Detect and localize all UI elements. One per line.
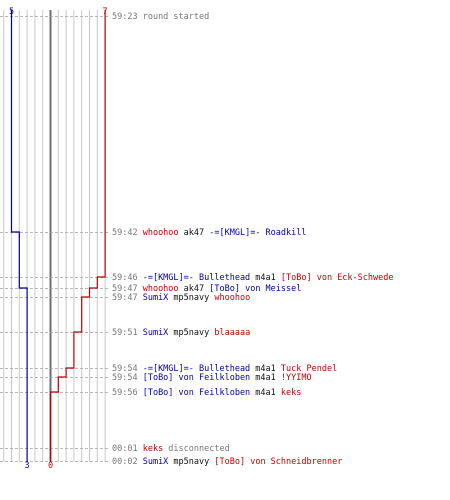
log-entry-part: [ToBo] von Meissel [204,284,301,294]
log-entry-part: -=[KMGL]=- Bullethead [138,364,251,374]
log-entry: 00:02 SumiX mp5navy [ToBo] von Schneidbr… [112,457,342,467]
log-entry-part: SumiX [138,293,170,303]
log-entry-part: whoohoo [138,228,179,238]
log-entry-part: ak47 [179,284,205,294]
log-entry-part: mp5navy [168,328,209,338]
log-entry-part: mp5navy [168,293,209,303]
log-entry-time: 00:02 [112,457,138,467]
log-entry-time: 59:47 [112,284,138,294]
log-entry-part: round started [138,12,210,22]
blue-start-count: 5 [9,7,14,17]
red-team-step-line [49,10,106,462]
log-entry-part: keks [138,444,164,454]
log-entry-time: 59:46 [112,273,138,283]
log-entry-part: whoohoo [138,284,179,294]
log-entry-time: 59:51 [112,328,138,338]
log-entry-time: 59:23 [112,12,138,22]
log-entry: 59:54 [ToBo] von Feilkloben m4a1 !YYIMO [112,373,312,383]
log-entry-part: keks [276,388,302,398]
log-entry-time: 59:54 [112,364,138,374]
log-entry-time: 59:47 [112,293,138,303]
blue-end-count: 3 [25,461,30,471]
log-entry-time: 59:42 [112,228,138,238]
log-entry: 59:46 -=[KMGL]=- Bullethead m4a1 [ToBo] … [112,273,393,283]
log-entry-part: -=[KMGL]=- Roadkill [204,228,306,238]
log-entry-part: SumiX [138,457,170,467]
log-entry-part: m4a1 [250,273,276,283]
log-entry-part: m4a1 [250,373,276,383]
log-entry: 59:42 whoohoo ak47 -=[KMGL]=- Roadkill [112,228,307,238]
log-entry-time: 59:54 [112,373,138,383]
log-entry: 59:51 SumiX mp5navy blaaaaa [112,328,250,338]
log-entry-time: 59:56 [112,388,138,398]
log-entry-part: SumiX [138,328,170,338]
log-entry-part: blaaaaa [209,328,250,338]
log-entry-part: [ToBo] von Schneidbrenner [209,457,342,467]
log-entry: 59:47 SumiX mp5navy whoohoo [112,293,250,303]
log-entry-part: m4a1 [250,364,276,374]
log-entry-part: m4a1 [250,388,276,398]
red-start-count: 7 [103,7,108,17]
log-entry-part: [ToBo] von Feilkloben [138,373,251,383]
log-entry-part: -=[KMGL]=- Bullethead [138,273,251,283]
log-entry: 59:23 round started [112,12,209,22]
log-entry-part: Tuck Pendel [276,364,337,374]
log-entry-time: 00:01 [112,444,138,454]
log-entry: 59:47 whoohoo ak47 [ToBo] von Meissel [112,284,301,294]
log-entry-part: whoohoo [209,293,250,303]
log-entry-part: mp5navy [168,457,209,467]
red-end-count: 0 [48,461,53,471]
log-entry: 59:54 -=[KMGL]=- Bullethead m4a1 Tuck Pe… [112,364,337,374]
log-entry-part: !YYIMO [276,373,312,383]
log-entry-part: ak47 [179,228,205,238]
log-entry-part: disconnected [163,444,230,454]
log-entry-part: [ToBo] von Eck-Schwede [276,273,394,283]
log-entry: 59:56 [ToBo] von Feilkloben m4a1 keks [112,388,301,398]
log-entry-part: [ToBo] von Feilkloben [138,388,251,398]
blue-team-step-line [10,10,28,462]
log-entry: 00:01 keks disconnected [112,444,230,454]
